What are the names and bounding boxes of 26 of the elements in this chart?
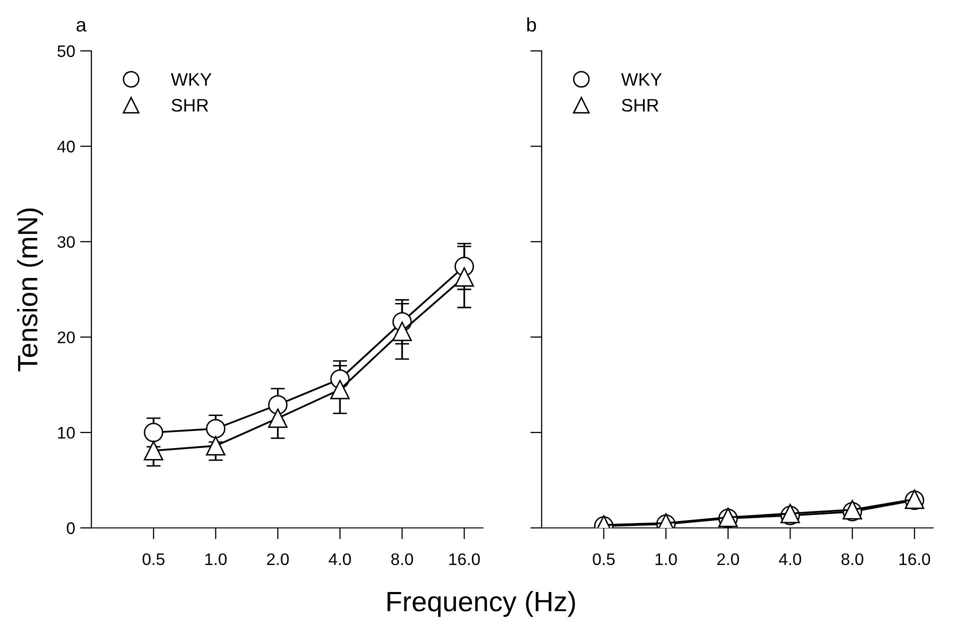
legend-label: WKY	[621, 73, 662, 86]
x-tick-label: 1.0	[205, 553, 227, 566]
x-tick-label: 2.0	[267, 553, 289, 566]
x-tick-label: 8.0	[841, 553, 864, 566]
x-tick-label: 16.0	[449, 553, 480, 566]
y-tick-label: 20	[58, 331, 75, 344]
y-axis-title: Tension (mN)	[17, 208, 43, 372]
y-tick-label: 50	[58, 45, 75, 58]
legend-label: SHR	[172, 98, 208, 112]
legend-label: SHR	[622, 98, 658, 112]
x-tick-label: 4.0	[328, 553, 351, 566]
y-tick-label: 10	[58, 426, 75, 439]
x-tick-label: 16.0	[900, 553, 930, 566]
x-tick-label: 2.0	[717, 553, 739, 566]
x-tick-label: 0.5	[142, 553, 164, 566]
y-tick-label: 40	[57, 140, 75, 152]
x-tick-label: 0.5	[592, 553, 615, 566]
x-tick-label: 8.0	[391, 553, 414, 566]
y-tick-label: 0	[66, 522, 75, 534]
chart-title: b	[527, 17, 536, 32]
x-axis-title: Frequency (Hz)	[388, 591, 575, 617]
y-tick-label: 30	[58, 236, 75, 248]
chart-title: a	[76, 20, 87, 32]
x-tick-label: 1.0	[656, 553, 677, 566]
legend-label: WKY	[170, 73, 212, 86]
x-tick-label: 4.0	[779, 553, 802, 566]
